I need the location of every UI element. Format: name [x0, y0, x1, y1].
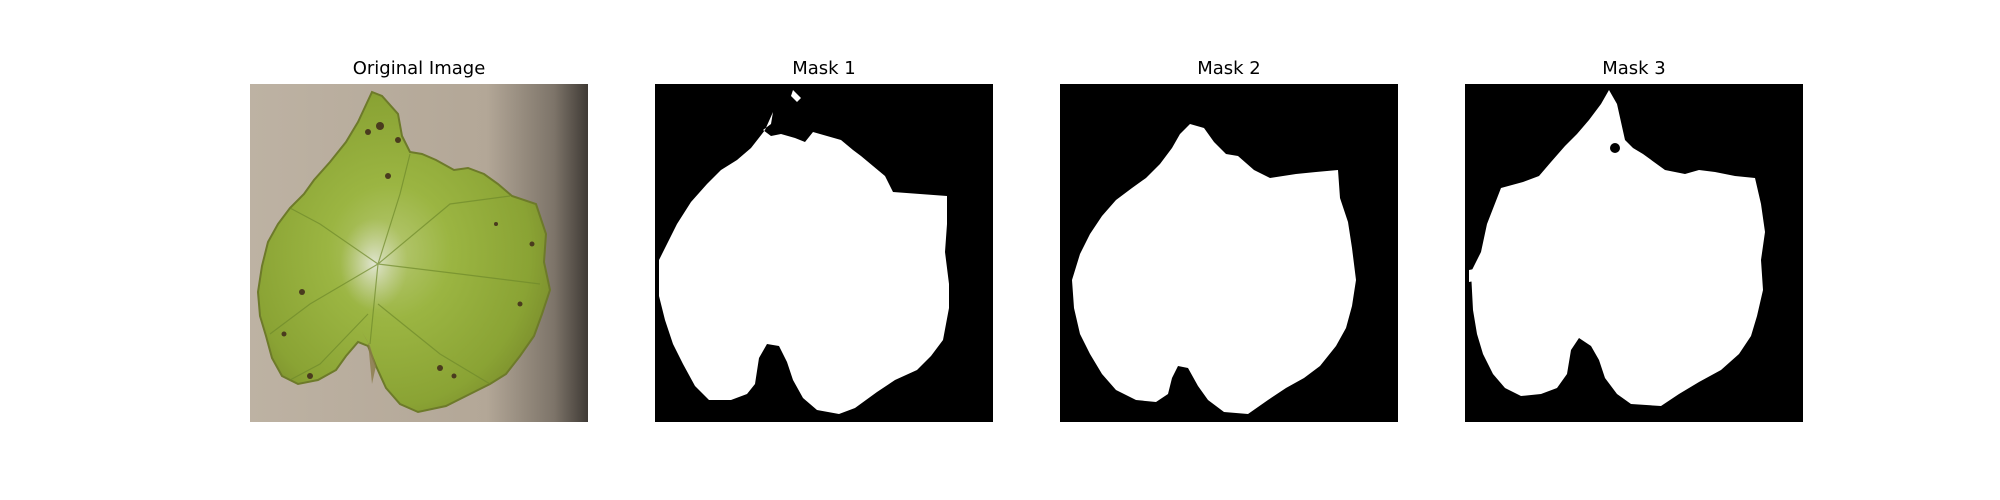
mask-3-image	[1465, 84, 1803, 422]
mask-2-foreground	[1072, 124, 1356, 414]
mask-3-hole	[1610, 143, 1620, 153]
leaf-petiole	[362, 332, 376, 384]
panel-title-mask-3: Mask 3	[1602, 58, 1666, 79]
mask-1-speck	[791, 90, 801, 102]
mask-1-image	[655, 84, 993, 422]
mask-1-panel	[655, 84, 993, 422]
leaf-disease-spots	[281, 122, 535, 379]
panel-title-mask-1: Mask 1	[792, 58, 856, 79]
mask-3-foreground	[1471, 90, 1765, 406]
mask-2-image	[1060, 84, 1398, 422]
panel-title-original-image: Original Image	[352, 58, 486, 79]
mask-2-panel	[1060, 84, 1398, 422]
mask-1-foreground	[659, 112, 949, 414]
original-image-panel	[250, 84, 588, 422]
mask-3-side-blob	[1469, 268, 1479, 282]
panel-title-mask-2: Mask 2	[1197, 58, 1261, 79]
original-leaf-image	[250, 84, 588, 422]
leaf-veins	[269, 153, 541, 385]
mask-3-panel	[1465, 84, 1803, 422]
leaf-mildew-patch	[340, 218, 408, 310]
